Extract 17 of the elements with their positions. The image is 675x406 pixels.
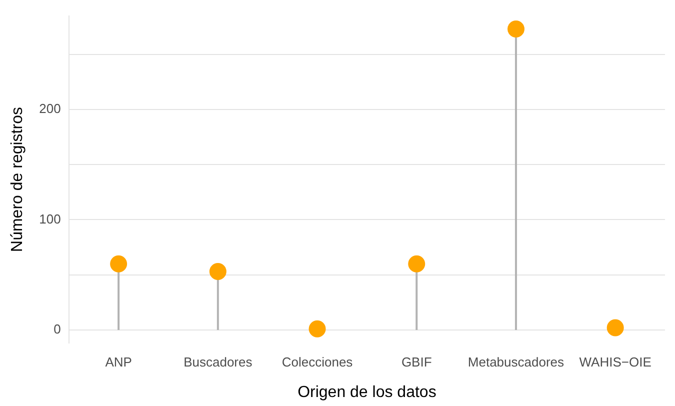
x-tick-label: WAHIS−OIE	[579, 354, 652, 370]
x-tick-label: Buscadores	[184, 354, 253, 370]
point	[209, 263, 226, 280]
x-tick-label: Metabuscadores	[468, 354, 565, 370]
x-tick-label: Colecciones	[282, 354, 354, 370]
point	[308, 320, 326, 338]
y-tick-label: 100	[39, 211, 61, 226]
x-tick-label: GBIF	[401, 354, 432, 370]
x-axis-title: Origen de los datos	[298, 384, 436, 401]
y-axis-title: Número de registros	[9, 107, 26, 252]
point	[606, 319, 624, 336]
y-tick-label: 200	[39, 101, 61, 116]
point	[507, 20, 524, 38]
x-tick-label: ANP	[105, 354, 132, 370]
point	[408, 255, 426, 272]
point	[110, 255, 128, 272]
y-tick-label: 0	[54, 322, 61, 337]
